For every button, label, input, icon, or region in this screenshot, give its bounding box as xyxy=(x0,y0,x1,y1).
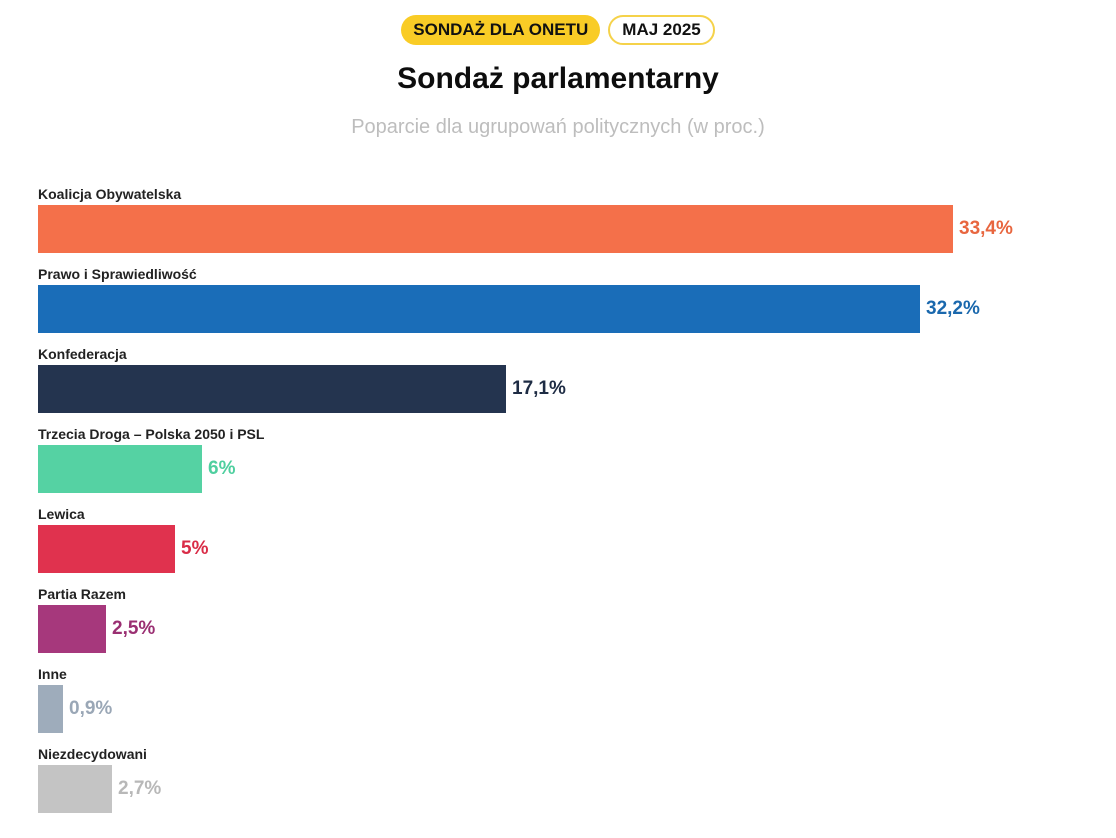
category-label: Partia Razem xyxy=(38,586,126,602)
bar xyxy=(38,685,63,733)
value-label: 33,4% xyxy=(959,218,1013,239)
bar xyxy=(38,365,506,413)
value-label: 5% xyxy=(181,538,209,559)
category-label: Konfederacja xyxy=(38,346,127,362)
bar xyxy=(38,285,920,333)
value-label: 32,2% xyxy=(926,298,980,319)
bar xyxy=(38,205,953,253)
category-label: Niezdecydowani xyxy=(38,746,147,762)
chart-title: Sondaż parlamentarny xyxy=(397,62,719,95)
bar xyxy=(38,445,202,493)
category-label: Prawo i Sprawiedliwość xyxy=(38,266,197,282)
category-label: Lewica xyxy=(38,506,85,522)
bar xyxy=(38,525,175,573)
poll-date-badge: MAJ 2025 xyxy=(608,15,715,45)
value-label: 2,7% xyxy=(118,778,162,799)
category-label: Trzecia Droga – Polska 2050 i PSL xyxy=(38,426,265,442)
chart-subtitle: Poparcie dla ugrupowań politycznych (w p… xyxy=(351,116,765,138)
value-label: 0,9% xyxy=(69,698,113,719)
category-label: Inne xyxy=(38,666,67,682)
category-label: Koalicja Obywatelska xyxy=(38,186,182,202)
bar xyxy=(38,605,106,653)
value-label: 17,1% xyxy=(512,378,566,399)
value-label: 2,5% xyxy=(112,618,156,639)
value-label: 6% xyxy=(208,458,236,479)
bar xyxy=(38,765,112,813)
header-badges: SONDAŻ DLA ONETU MAJ 2025 xyxy=(0,15,1116,45)
poll-source-badge: SONDAŻ DLA ONETU xyxy=(401,15,601,45)
